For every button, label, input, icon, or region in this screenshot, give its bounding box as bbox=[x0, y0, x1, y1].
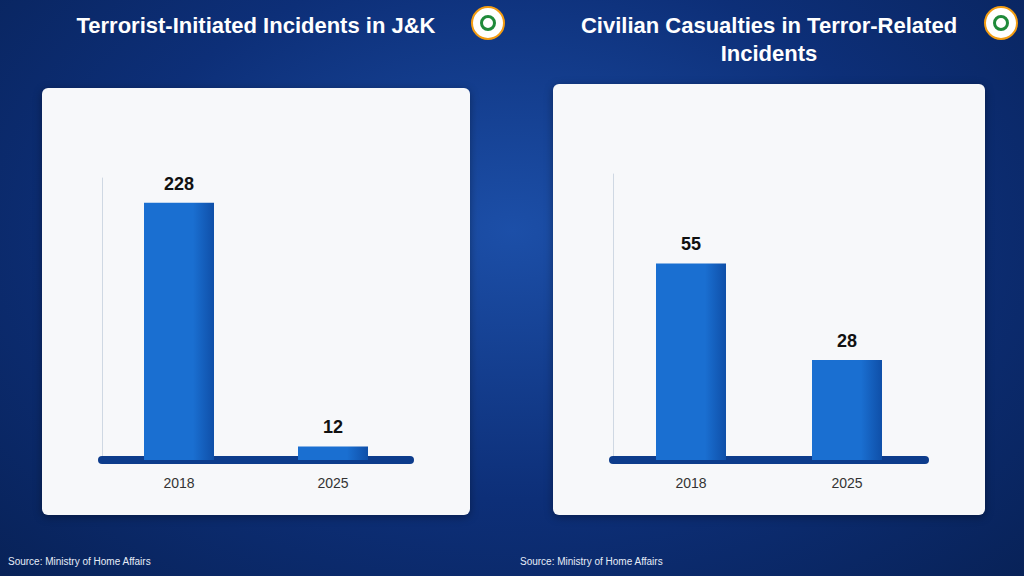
svg-text:2025: 2025 bbox=[831, 475, 862, 491]
svg-text:2025: 2025 bbox=[317, 475, 348, 491]
html-text:Civilian Casualties in Terror-: Civilian Casualties in Terror-Related In… bbox=[580, 13, 958, 66]
svg-text:55: 55 bbox=[681, 234, 701, 254]
svg-text:2018: 2018 bbox=[163, 475, 194, 491]
svg-text:2018: 2018 bbox=[675, 475, 706, 491]
svg-text:12: 12 bbox=[323, 417, 343, 437]
svg-text:28: 28 bbox=[837, 331, 857, 351]
svg-text:228: 228 bbox=[164, 174, 194, 194]
html-text:Source: Ministry of Home Affai: Source: Ministry of Home Affairs bbox=[8, 556, 151, 567]
html-text:Terrorist-Initiated Incidents: Terrorist-Initiated Incidents in J&K bbox=[76, 13, 436, 38]
html-text:Source: Ministry of Home Affai: Source: Ministry of Home Affairs bbox=[520, 556, 663, 567]
